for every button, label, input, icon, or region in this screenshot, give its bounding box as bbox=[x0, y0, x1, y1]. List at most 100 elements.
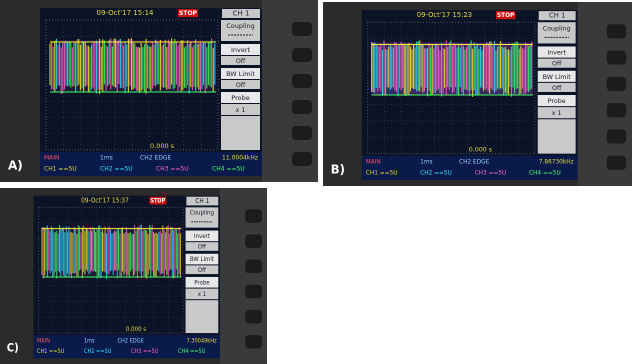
menu-item bbox=[185, 276, 219, 288]
button bbox=[245, 309, 262, 324]
channel-scale: CH4 ==5U bbox=[529, 169, 561, 176]
button bbox=[606, 155, 627, 170]
menu-item bbox=[221, 56, 260, 65]
button bbox=[292, 126, 312, 140]
panel-label: B) bbox=[331, 162, 345, 176]
button bbox=[606, 50, 627, 65]
menu-item bbox=[185, 288, 219, 300]
menu-item bbox=[185, 230, 219, 242]
footer bbox=[33, 334, 220, 359]
menu-blank bbox=[221, 116, 260, 150]
menu-item bbox=[185, 207, 219, 228]
menu-text: Probe bbox=[548, 97, 566, 105]
footer bbox=[361, 155, 578, 180]
channel-box bbox=[186, 196, 219, 206]
waveforms bbox=[371, 40, 533, 97]
scope-photo: 09-Oct'17 15:23 STOP CH 1 0.000 s Coupling In… bbox=[323, 2, 632, 187]
channel-scale: CH3 ==5U bbox=[475, 169, 507, 176]
channel-scale: CH3 ==5U bbox=[156, 166, 189, 173]
button bbox=[292, 48, 312, 62]
graticule bbox=[38, 206, 184, 334]
graticule bbox=[367, 21, 536, 155]
menu-text: Probe bbox=[231, 94, 249, 102]
frequency: 11.0004kHz bbox=[222, 155, 258, 162]
scope-photo: 09-Oct'17 15:37 STOP CH 1 0.000 s Coupling In… bbox=[0, 188, 268, 364]
trigger: CH2 EDGE bbox=[459, 158, 490, 165]
channel-scale: CH1 ==5U bbox=[44, 166, 77, 173]
trigger-time: 0.000 s bbox=[469, 146, 493, 154]
menu-item bbox=[221, 80, 260, 89]
frequency: 7.86730kHz bbox=[539, 158, 574, 165]
timestamp: 09-Oct'17 15:23 bbox=[417, 11, 472, 19]
menu-item bbox=[221, 104, 260, 115]
graticule bbox=[45, 19, 219, 151]
menu-item bbox=[537, 58, 576, 68]
menu-text: Off bbox=[236, 81, 246, 89]
menu-item bbox=[221, 68, 260, 79]
menu-text: Off bbox=[552, 84, 562, 92]
timebase: 1ms bbox=[420, 158, 432, 165]
button bbox=[292, 152, 312, 166]
channel-box bbox=[538, 11, 576, 21]
button bbox=[606, 103, 627, 118]
status-box bbox=[149, 196, 167, 205]
channel-scale: CH4 ==5U bbox=[212, 166, 245, 173]
status-box bbox=[178, 9, 198, 17]
timebase: 1ms bbox=[84, 338, 95, 344]
status: STOP bbox=[179, 10, 198, 17]
menu-text: x 1 bbox=[235, 106, 245, 114]
button bbox=[245, 209, 262, 223]
menu-blank bbox=[537, 119, 576, 154]
menu-item bbox=[185, 253, 219, 265]
scope-photo: 09-Oct'17 15:14 STOP CH 1 0.000 s Coupling In… bbox=[0, 0, 318, 182]
channel-scale: CH2 ==5U bbox=[100, 166, 133, 173]
timestamp: 09-Oct'17 15:37 bbox=[81, 197, 129, 204]
menu-text: x 1 bbox=[552, 109, 562, 117]
menu-item bbox=[537, 22, 576, 44]
button bbox=[245, 284, 262, 299]
channel-scale: CH1 ==5U bbox=[366, 169, 398, 176]
status: STOP bbox=[150, 198, 165, 204]
channel-scale: CH1 ==5U bbox=[37, 349, 64, 355]
menu-text: BW Limit bbox=[226, 70, 255, 78]
frequency: 7.30049kHz bbox=[187, 338, 217, 344]
menu-text: Off bbox=[236, 57, 246, 65]
timebase: 1ms bbox=[100, 155, 113, 162]
menu-item bbox=[221, 20, 260, 41]
channel-scale: CH2 ==5U bbox=[84, 349, 111, 355]
status-box bbox=[495, 11, 516, 20]
menu-text: x 1 bbox=[198, 292, 207, 298]
menu-text: Probe bbox=[194, 280, 210, 286]
button bbox=[245, 234, 262, 248]
waveforms bbox=[49, 38, 216, 94]
panel-label: C) bbox=[7, 341, 19, 355]
menu-text: Invert bbox=[547, 48, 566, 56]
channel-box bbox=[222, 9, 260, 18]
menu-text: BW Limit bbox=[543, 73, 571, 81]
menu-blank bbox=[185, 300, 219, 334]
mode: MAIN bbox=[366, 158, 381, 165]
menu-text: Coupling bbox=[226, 22, 255, 30]
menu-item bbox=[537, 82, 576, 92]
button bbox=[292, 22, 312, 36]
channel-scale: CH2 ==5U bbox=[420, 169, 452, 176]
menu-item bbox=[221, 92, 260, 103]
button bbox=[245, 334, 262, 349]
menu-item bbox=[537, 107, 576, 119]
button bbox=[245, 259, 262, 274]
channel: CH 1 bbox=[549, 12, 565, 20]
menu-text: Coupling bbox=[543, 24, 571, 32]
menu-item bbox=[537, 70, 576, 82]
button bbox=[292, 74, 312, 88]
trigger: CH2 EDGE bbox=[140, 155, 171, 162]
trigger-time: 0.000 s bbox=[126, 327, 146, 333]
timestamp: 09-Oct'17 15:14 bbox=[97, 9, 155, 17]
menu-item bbox=[185, 265, 219, 275]
footer bbox=[40, 152, 262, 176]
channel-scale: CH3 ==5U bbox=[131, 349, 158, 355]
waveforms bbox=[41, 224, 182, 279]
panel-label: A) bbox=[8, 159, 23, 173]
trigger-time: 0.000 s bbox=[150, 142, 175, 150]
menu-text: Coupling bbox=[190, 210, 214, 216]
